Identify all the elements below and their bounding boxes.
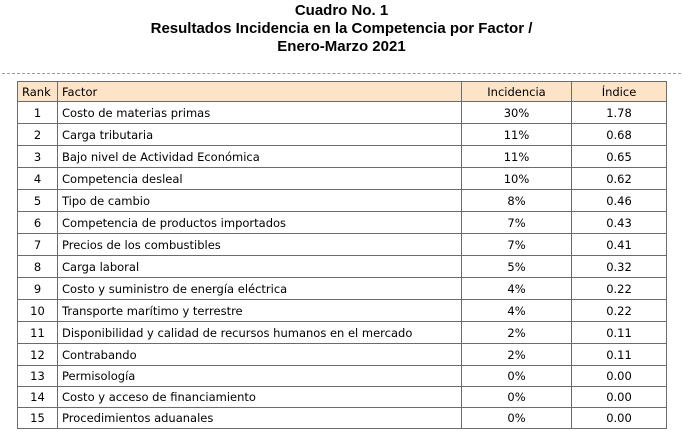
cell-rank: 1: [17, 101, 58, 124]
cell-incidencia: 11%: [461, 123, 572, 146]
table-row: 4 Competencia desleal 10% 0.62: [17, 167, 667, 190]
table-row: 9 Costo y suministro de energía eléctrica…: [17, 277, 667, 300]
cell-indice: 0.00: [571, 386, 667, 408]
cell-indice: 1.78: [571, 101, 667, 124]
cell-indice: 0.22: [571, 277, 667, 300]
cell-rank: 15: [17, 407, 58, 429]
cell-indice: 0.00: [571, 407, 667, 429]
table-row: 8 Carga laboral 5% 0.32: [17, 255, 667, 278]
cell-incidencia: 0%: [461, 365, 572, 387]
title-line-2: Resultados Incidencia en la Competencia …: [150, 20, 533, 37]
cell-factor: Bajo nivel de Actividad Económica: [57, 145, 462, 168]
cell-indice: 0.11: [571, 343, 667, 366]
cell-factor: Carga laboral: [57, 255, 462, 278]
cell-incidencia: 30%: [461, 101, 572, 124]
cell-rank: 8: [17, 255, 58, 278]
cell-incidencia: 2%: [461, 321, 572, 344]
table-row: 11 Disponibilidad y calidad de recursos h…: [17, 321, 667, 344]
cell-factor: Costo y acceso de financiamiento: [57, 386, 462, 408]
cell-factor: Procedimientos aduanales: [57, 407, 462, 429]
cell-indice: 0.22: [571, 299, 667, 322]
cell-factor: Transporte marítimo y terrestre: [57, 299, 462, 322]
cell-incidencia: 2%: [461, 343, 572, 366]
table-row: 2 Carga tributaria 11% 0.68: [17, 123, 667, 146]
cell-incidencia: 7%: [461, 211, 572, 234]
table-row: 13 Permisología 0% 0.00: [17, 365, 667, 387]
cell-rank: 3: [17, 145, 58, 168]
header-incidencia: Incidencia: [461, 81, 572, 102]
cell-incidencia: 7%: [461, 233, 572, 256]
table-row: 12 Contrabando 2% 0.11: [17, 343, 667, 366]
cell-indice: 0.41: [571, 233, 667, 256]
document-title: Cuadro No. 1 Resultados Incidencia en la…: [0, 2, 683, 56]
cell-factor: Costo y suministro de energía eléctrica: [57, 277, 462, 300]
table-row: 10 Transporte marítimo y terrestre 4% 0.22: [17, 299, 667, 322]
cell-incidencia: 4%: [461, 299, 572, 322]
cell-rank: 6: [17, 211, 58, 234]
cell-factor: Disponibilidad y calidad de recursos hum…: [57, 321, 462, 344]
table-row: 15 Procedimientos aduanales 0% 0.00: [17, 407, 667, 429]
header-rank: Rank: [17, 81, 58, 102]
title-line-1: Cuadro No. 1: [294, 2, 389, 19]
cell-rank: 5: [17, 189, 58, 212]
table-row: 1 Costo de materias primas 30% 1.78: [17, 101, 667, 124]
table-row: 6 Competencia de productos importados 7% 0.…: [17, 211, 667, 234]
cell-rank: 9: [17, 277, 58, 300]
cell-incidencia: 5%: [461, 255, 572, 278]
table-header-row: Rank Factor Incidencia Índice: [17, 81, 667, 102]
cell-rank: 10: [17, 299, 58, 322]
table-row: 5 Tipo de cambio 8% 0.46: [17, 189, 667, 212]
cell-rank: 13: [17, 365, 58, 387]
cell-indice: 0.11: [571, 321, 667, 344]
header-indice: Índice: [571, 81, 667, 102]
cell-indice: 0.68: [571, 123, 667, 146]
title-line-3: Enero-Marzo 2021: [277, 38, 406, 55]
cell-rank: 7: [17, 233, 58, 256]
cell-incidencia: 10%: [461, 167, 572, 190]
cell-indice: 0.32: [571, 255, 667, 278]
cell-incidencia: 0%: [461, 407, 572, 429]
cell-indice: 0.65: [571, 145, 667, 168]
cell-factor: Costo de materias primas: [57, 101, 462, 124]
cell-factor: Carga tributaria: [57, 123, 462, 146]
cell-factor: Permisología: [57, 365, 462, 387]
table-body: 1 Costo de materias primas 30% 1.78 2 Carga t…: [17, 101, 667, 429]
cell-incidencia: 0%: [461, 386, 572, 408]
results-table: Rank Factor Incidencia Índice 1 Costo de …: [17, 81, 667, 429]
cell-factor: Tipo de cambio: [57, 189, 462, 212]
table-row: 3 Bajo nivel de Actividad Económica 11% 0.6…: [17, 145, 667, 168]
cell-indice: 0.00: [571, 365, 667, 387]
table-row: 7 Precios de los combustibles 7% 0.41: [17, 233, 667, 256]
cell-indice: 0.43: [571, 211, 667, 234]
cell-rank: 14: [17, 386, 58, 408]
cell-incidencia: 11%: [461, 145, 572, 168]
cell-factor: Contrabando: [57, 343, 462, 366]
cell-indice: 0.62: [571, 167, 667, 190]
cell-incidencia: 8%: [461, 189, 572, 212]
cell-factor: Competencia desleal: [57, 167, 462, 190]
cell-factor: Precios de los combustibles: [57, 233, 462, 256]
cell-indice: 0.46: [571, 189, 667, 212]
dashed-divider: [2, 73, 681, 74]
cell-incidencia: 4%: [461, 277, 572, 300]
cell-rank: 4: [17, 167, 58, 190]
cell-rank: 2: [17, 123, 58, 146]
cell-rank: 12: [17, 343, 58, 366]
cell-rank: 11: [17, 321, 58, 344]
header-factor: Factor: [57, 81, 462, 102]
cell-factor: Competencia de productos importados: [57, 211, 462, 234]
table-row: 14 Costo y acceso de financiamiento 0% 0.00: [17, 386, 667, 408]
